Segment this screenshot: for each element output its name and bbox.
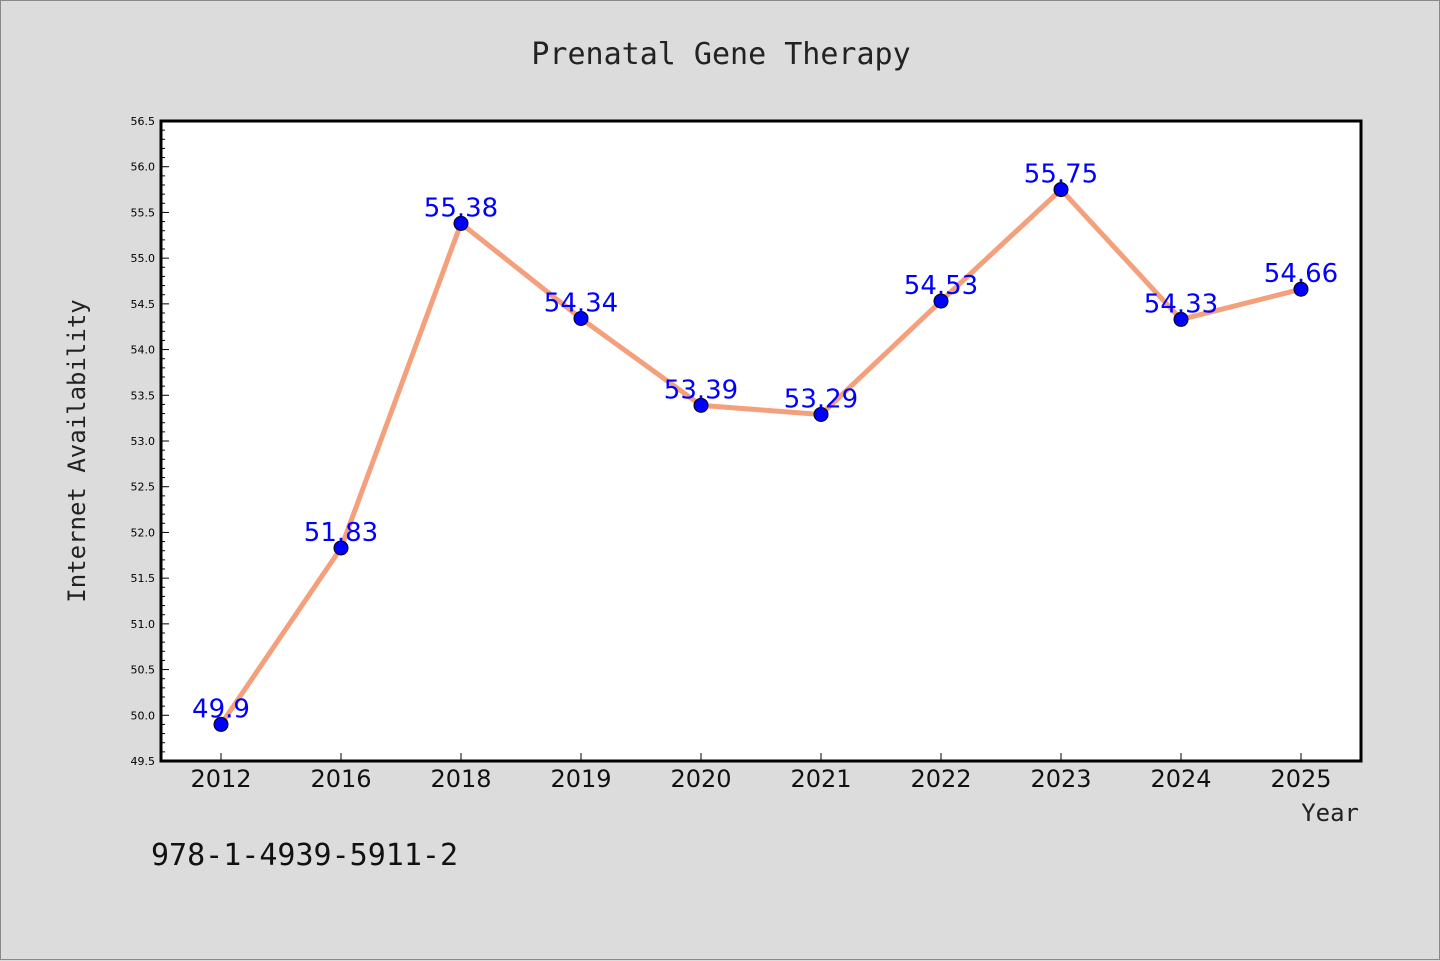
y-tick-label: 55.5 [131,206,156,219]
data-label: 54.34 [544,288,618,318]
x-tick-label: 2022 [910,765,971,793]
y-axis-label: Internet Availability [63,299,91,602]
x-tick-label: 2024 [1150,765,1211,793]
data-point [1053,182,1069,198]
series-group: 49.9 51.83 55.38 54.34 53.39 53.29 54.53 55.75 5… [192,160,1338,732]
y-tick-label: 56.0 [131,161,156,174]
data-label: 54.33 [1144,289,1218,319]
chart-title: Prenatal Gene Therapy [531,37,910,72]
data-point [333,540,349,556]
data-point [933,293,949,309]
data-label: 51.83 [304,518,378,548]
y-tick-label: 52.5 [131,481,156,494]
data-point [813,406,829,422]
x-tick-label: 2025 [1270,765,1331,793]
x-tick-label: 2020 [670,765,731,793]
series-line [218,187,1304,727]
data-point [213,716,229,732]
x-tick-label: 2018 [430,765,491,793]
y-tick-label: 51.0 [131,618,156,631]
y-tick-label: 55.0 [131,252,156,265]
x-tick-label: 2012 [190,765,251,793]
y-tick-label: 53.0 [131,435,156,448]
y-axis: 49.5 50.0 50.5 51.0 51.5 52.0 52.5 53.0 53.5 54.0… [131,115,169,768]
y-tick-label: 54.0 [131,344,156,357]
isbn-text: 978-1-4939-5911-2 [151,838,458,873]
y-tick-label: 51.5 [131,572,156,585]
data-point [453,215,469,231]
x-tick-label: 2023 [1030,765,1091,793]
data-label: 53.39 [664,375,738,405]
x-tick-label: 2021 [790,765,851,793]
data-label: 54.66 [1264,259,1338,289]
data-point [693,397,709,413]
x-tick-label: 2019 [550,765,611,793]
y-tick-label: 53.5 [131,389,156,402]
data-label: 55.38 [424,193,498,223]
data-label: 53.29 [784,384,858,414]
data-point [573,310,589,326]
x-axis: 2012 2016 2018 2019 2020 2021 2022 2023 2024 2025 [190,753,1332,793]
y-tick-label: 56.5 [131,115,156,128]
y-tick-label: 52.0 [131,526,156,539]
y-tick-label: 50.5 [131,664,156,677]
data-label: 54.53 [904,271,978,301]
x-tick-label: 2016 [310,765,371,793]
data-point [1173,311,1189,327]
y-tick-label: 54.5 [131,298,156,311]
plot-area [159,119,1363,763]
x-axis-label: Year [1301,799,1359,827]
data-label: 49.9 [192,694,250,724]
data-point [1293,281,1309,297]
y-tick-label: 49.5 [131,755,156,768]
y-tick-label: 50.0 [131,709,156,722]
data-label: 55.75 [1024,160,1098,190]
